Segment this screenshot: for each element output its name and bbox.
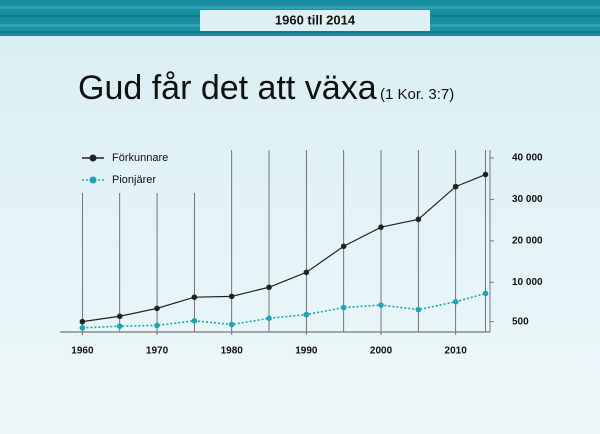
y-tick-label: 500 xyxy=(512,316,529,327)
x-tick-label: 1990 xyxy=(295,346,318,357)
y-tick-label: 20 000 xyxy=(512,235,543,246)
series-line xyxy=(82,174,486,323)
legend-marker xyxy=(89,154,97,162)
banner-tab xyxy=(200,10,430,31)
series-point xyxy=(116,313,123,320)
series-point xyxy=(378,224,384,230)
series-point xyxy=(378,302,384,308)
series-point xyxy=(482,290,489,297)
y-tick-label: 10 000 xyxy=(512,277,543,288)
series-point xyxy=(482,171,489,178)
series-point xyxy=(452,183,459,190)
y-tick-label: 40 000 xyxy=(512,153,543,164)
series-point xyxy=(228,293,235,300)
series-point xyxy=(154,305,160,312)
series-point xyxy=(154,322,160,329)
legend-label: Förkunnare xyxy=(112,152,168,164)
series-point xyxy=(452,298,459,305)
legend-marker xyxy=(89,176,97,184)
series-point xyxy=(340,243,347,250)
series-point xyxy=(303,269,310,276)
x-tick-label: 1980 xyxy=(221,346,244,357)
series-line xyxy=(82,292,486,329)
chart-subtitle: (1 Kor. 3:7) xyxy=(380,86,454,103)
series-point xyxy=(191,294,198,301)
banner-text: 1960 till 2014 xyxy=(275,12,356,27)
series-point xyxy=(340,304,347,311)
series-point xyxy=(191,318,198,324)
series-point xyxy=(116,323,123,330)
x-tick-label: 1970 xyxy=(146,346,169,357)
series-point xyxy=(415,216,422,223)
series-point xyxy=(79,325,86,331)
series-point xyxy=(303,311,310,318)
x-tick-label: 2010 xyxy=(445,346,468,357)
x-tick-label: 2000 xyxy=(370,346,393,357)
series-point xyxy=(228,321,235,328)
series-point xyxy=(415,306,422,313)
chart-title: Gud får det att växa xyxy=(78,69,377,107)
series-point xyxy=(266,315,272,322)
series-point xyxy=(79,318,86,325)
series-point xyxy=(266,284,272,291)
x-tick-label: 1960 xyxy=(71,346,94,357)
y-tick-label: 30 000 xyxy=(512,194,543,205)
legend-label: Pionjärer xyxy=(112,174,156,186)
